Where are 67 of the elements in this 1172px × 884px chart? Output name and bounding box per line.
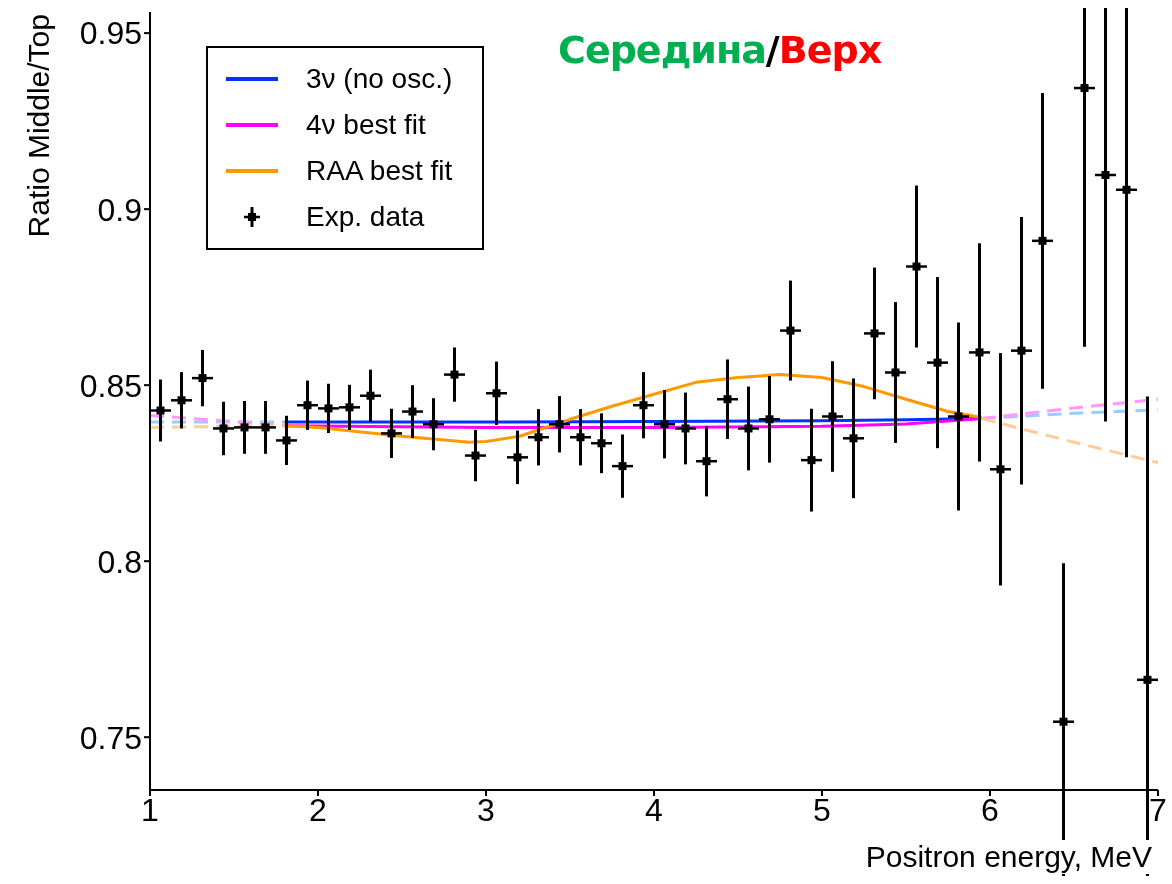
point bbox=[429, 420, 438, 429]
point bbox=[408, 407, 417, 416]
point bbox=[912, 262, 921, 271]
y-tick-label: 0.75 bbox=[79, 719, 142, 756]
point bbox=[1122, 185, 1131, 194]
point bbox=[261, 423, 270, 432]
point bbox=[702, 457, 711, 466]
point bbox=[765, 415, 774, 424]
point bbox=[1101, 170, 1110, 179]
point bbox=[387, 429, 396, 438]
point bbox=[156, 406, 165, 415]
y-axis-title: Ratio Middle/Top bbox=[22, 14, 56, 238]
point bbox=[744, 424, 753, 433]
point bbox=[1017, 346, 1026, 355]
point bbox=[639, 401, 648, 410]
point bbox=[786, 326, 795, 335]
x-tick-label: 6 bbox=[981, 791, 999, 828]
y-tick-label: 0.85 bbox=[79, 367, 142, 404]
point bbox=[450, 370, 459, 379]
point bbox=[975, 348, 984, 357]
point bbox=[492, 389, 501, 398]
point bbox=[681, 424, 690, 433]
point bbox=[618, 462, 627, 471]
point bbox=[471, 451, 480, 460]
legend-label: 3ν (no osc.) bbox=[306, 63, 453, 95]
point bbox=[1080, 84, 1089, 93]
y-tick-label: 0.9 bbox=[97, 191, 142, 228]
point bbox=[891, 368, 900, 377]
point bbox=[807, 456, 816, 465]
x-tick-label: 3 bbox=[477, 791, 495, 828]
text: Середина/Верх bbox=[558, 28, 882, 72]
legend-label: 4ν best fit bbox=[306, 109, 426, 141]
point bbox=[996, 465, 1005, 474]
point bbox=[849, 434, 858, 443]
point bbox=[282, 436, 291, 445]
point bbox=[555, 420, 564, 429]
x-tick-label: 5 bbox=[813, 791, 831, 828]
point bbox=[954, 412, 963, 421]
x-tick-label: 4 bbox=[645, 791, 663, 828]
x-axis-title: Positron energy, MeV bbox=[865, 840, 1152, 874]
point bbox=[1143, 675, 1152, 684]
point bbox=[177, 396, 186, 405]
y-tick-label: 0.95 bbox=[79, 15, 142, 52]
point bbox=[828, 412, 837, 421]
y-tick-label: 0.8 bbox=[97, 543, 142, 580]
legend-label: RAA best fit bbox=[306, 155, 453, 187]
point bbox=[198, 374, 207, 383]
point bbox=[534, 433, 543, 442]
point bbox=[723, 395, 732, 404]
point bbox=[597, 439, 606, 448]
point bbox=[933, 358, 942, 367]
point bbox=[1059, 717, 1068, 726]
point bbox=[870, 329, 879, 338]
point bbox=[513, 453, 522, 462]
point bbox=[219, 424, 228, 433]
x-tick-label: 1 bbox=[141, 791, 159, 828]
legend-label: Exp. data bbox=[306, 201, 425, 233]
point bbox=[240, 423, 249, 432]
point bbox=[1038, 236, 1047, 245]
point bbox=[660, 420, 669, 429]
point bbox=[366, 391, 375, 400]
point bbox=[576, 433, 585, 442]
point bbox=[324, 404, 333, 413]
x-tick-label: 7 bbox=[1149, 791, 1167, 828]
x-tick-label: 2 bbox=[309, 791, 327, 828]
point bbox=[303, 401, 312, 410]
point bbox=[345, 403, 354, 412]
